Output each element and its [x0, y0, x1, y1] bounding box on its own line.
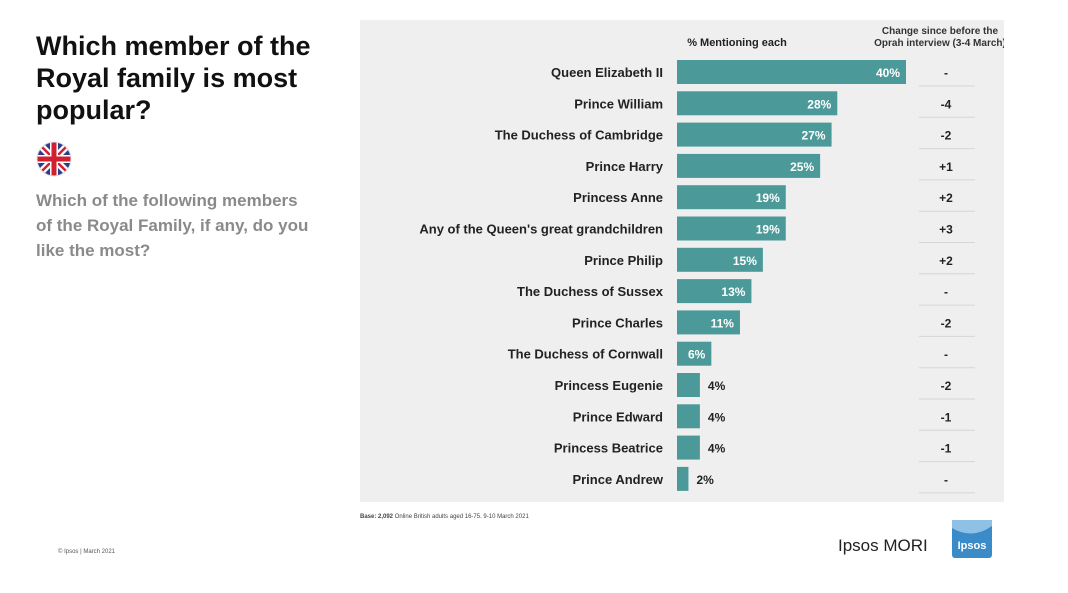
change-header-line: Oprah interview (3-4 March): [874, 38, 1004, 49]
change-value: -1: [941, 442, 952, 456]
change-value: -: [944, 348, 948, 362]
change-value: -: [944, 473, 948, 487]
data-label: 25%: [790, 160, 814, 174]
change-value: +3: [939, 223, 953, 237]
data-label: 19%: [756, 191, 780, 205]
logo-text: Ipsos: [958, 540, 987, 552]
data-label: 28%: [807, 97, 831, 111]
category-label: Princess Eugenie: [555, 378, 663, 393]
category-label: Any of the Queen's great grandchildren: [419, 222, 663, 237]
change-value: -: [944, 285, 948, 299]
ipsos-logo: Ipsos: [952, 520, 992, 558]
data-label: 4%: [708, 379, 726, 393]
chart-panel: % Mentioning each Change since before the…: [360, 20, 1004, 502]
brand-name: Ipsos MORI: [838, 536, 928, 555]
popularity-bar-chart: % Mentioning each Change since before the…: [419, 26, 1004, 494]
copyright-footer: © Ipsos | March 2021: [58, 549, 116, 555]
category-label: Prince Harry: [586, 159, 664, 174]
base-text: Online British adults aged 16-75. 9-10 M…: [394, 514, 529, 520]
bar: [677, 122, 832, 147]
category-label: The Duchess of Cambridge: [495, 128, 663, 143]
bar: [677, 60, 906, 84]
category-label: The Duchess of Cornwall: [508, 347, 663, 362]
bar: [677, 216, 786, 241]
data-label: 19%: [756, 223, 780, 237]
change-value: -2: [941, 379, 952, 393]
uk-flag-icon: [36, 141, 72, 177]
change-value: -2: [941, 129, 952, 143]
data-label: 11%: [711, 316, 735, 330]
bar: [677, 310, 740, 335]
data-label: 6%: [688, 348, 706, 362]
change-value: +2: [939, 254, 953, 268]
category-label: The Duchess of Sussex: [517, 284, 664, 299]
category-label: Prince Philip: [584, 253, 663, 268]
data-label: 40%: [876, 66, 900, 80]
change-value: +2: [939, 191, 953, 205]
bar: [677, 341, 712, 366]
change-value: -1: [941, 410, 952, 424]
base-note: Base: 2,092 Online British adults aged 1…: [360, 514, 529, 520]
bar: [677, 373, 700, 397]
change-value: -4: [941, 97, 952, 111]
change-header-line: Change since before the: [882, 26, 999, 37]
data-label: 27%: [802, 129, 826, 143]
data-label: 4%: [708, 410, 726, 424]
value-header: % Mentioning each: [687, 37, 787, 49]
bar: [677, 435, 700, 460]
data-label: 15%: [733, 254, 757, 268]
data-label: 4%: [708, 442, 726, 456]
category-label: Princess Beatrice: [554, 441, 663, 456]
base-label: Base: 2,092: [360, 514, 394, 520]
bar: [677, 466, 689, 491]
bar: [677, 153, 821, 178]
bar: [677, 404, 700, 429]
bar: [677, 185, 786, 210]
change-value: -: [944, 66, 948, 80]
bar: [677, 279, 752, 304]
category-label: Prince Andrew: [572, 472, 663, 487]
category-label: Princess Anne: [573, 190, 663, 205]
survey-question: Which of the following members of the Ro…: [36, 191, 309, 260]
bar: [677, 91, 838, 116]
slide-title: Which member of the Royal family is most…: [36, 31, 311, 125]
change-value: +1: [939, 160, 953, 174]
change-value: -2: [941, 316, 952, 330]
data-label: 2%: [696, 473, 714, 487]
category-label: Queen Elizabeth II: [551, 65, 663, 80]
category-label: Prince Charles: [572, 315, 663, 330]
bar: [677, 247, 763, 272]
data-label: 13%: [721, 285, 745, 299]
category-label: Prince William: [574, 96, 663, 111]
category-label: Prince Edward: [573, 409, 663, 424]
